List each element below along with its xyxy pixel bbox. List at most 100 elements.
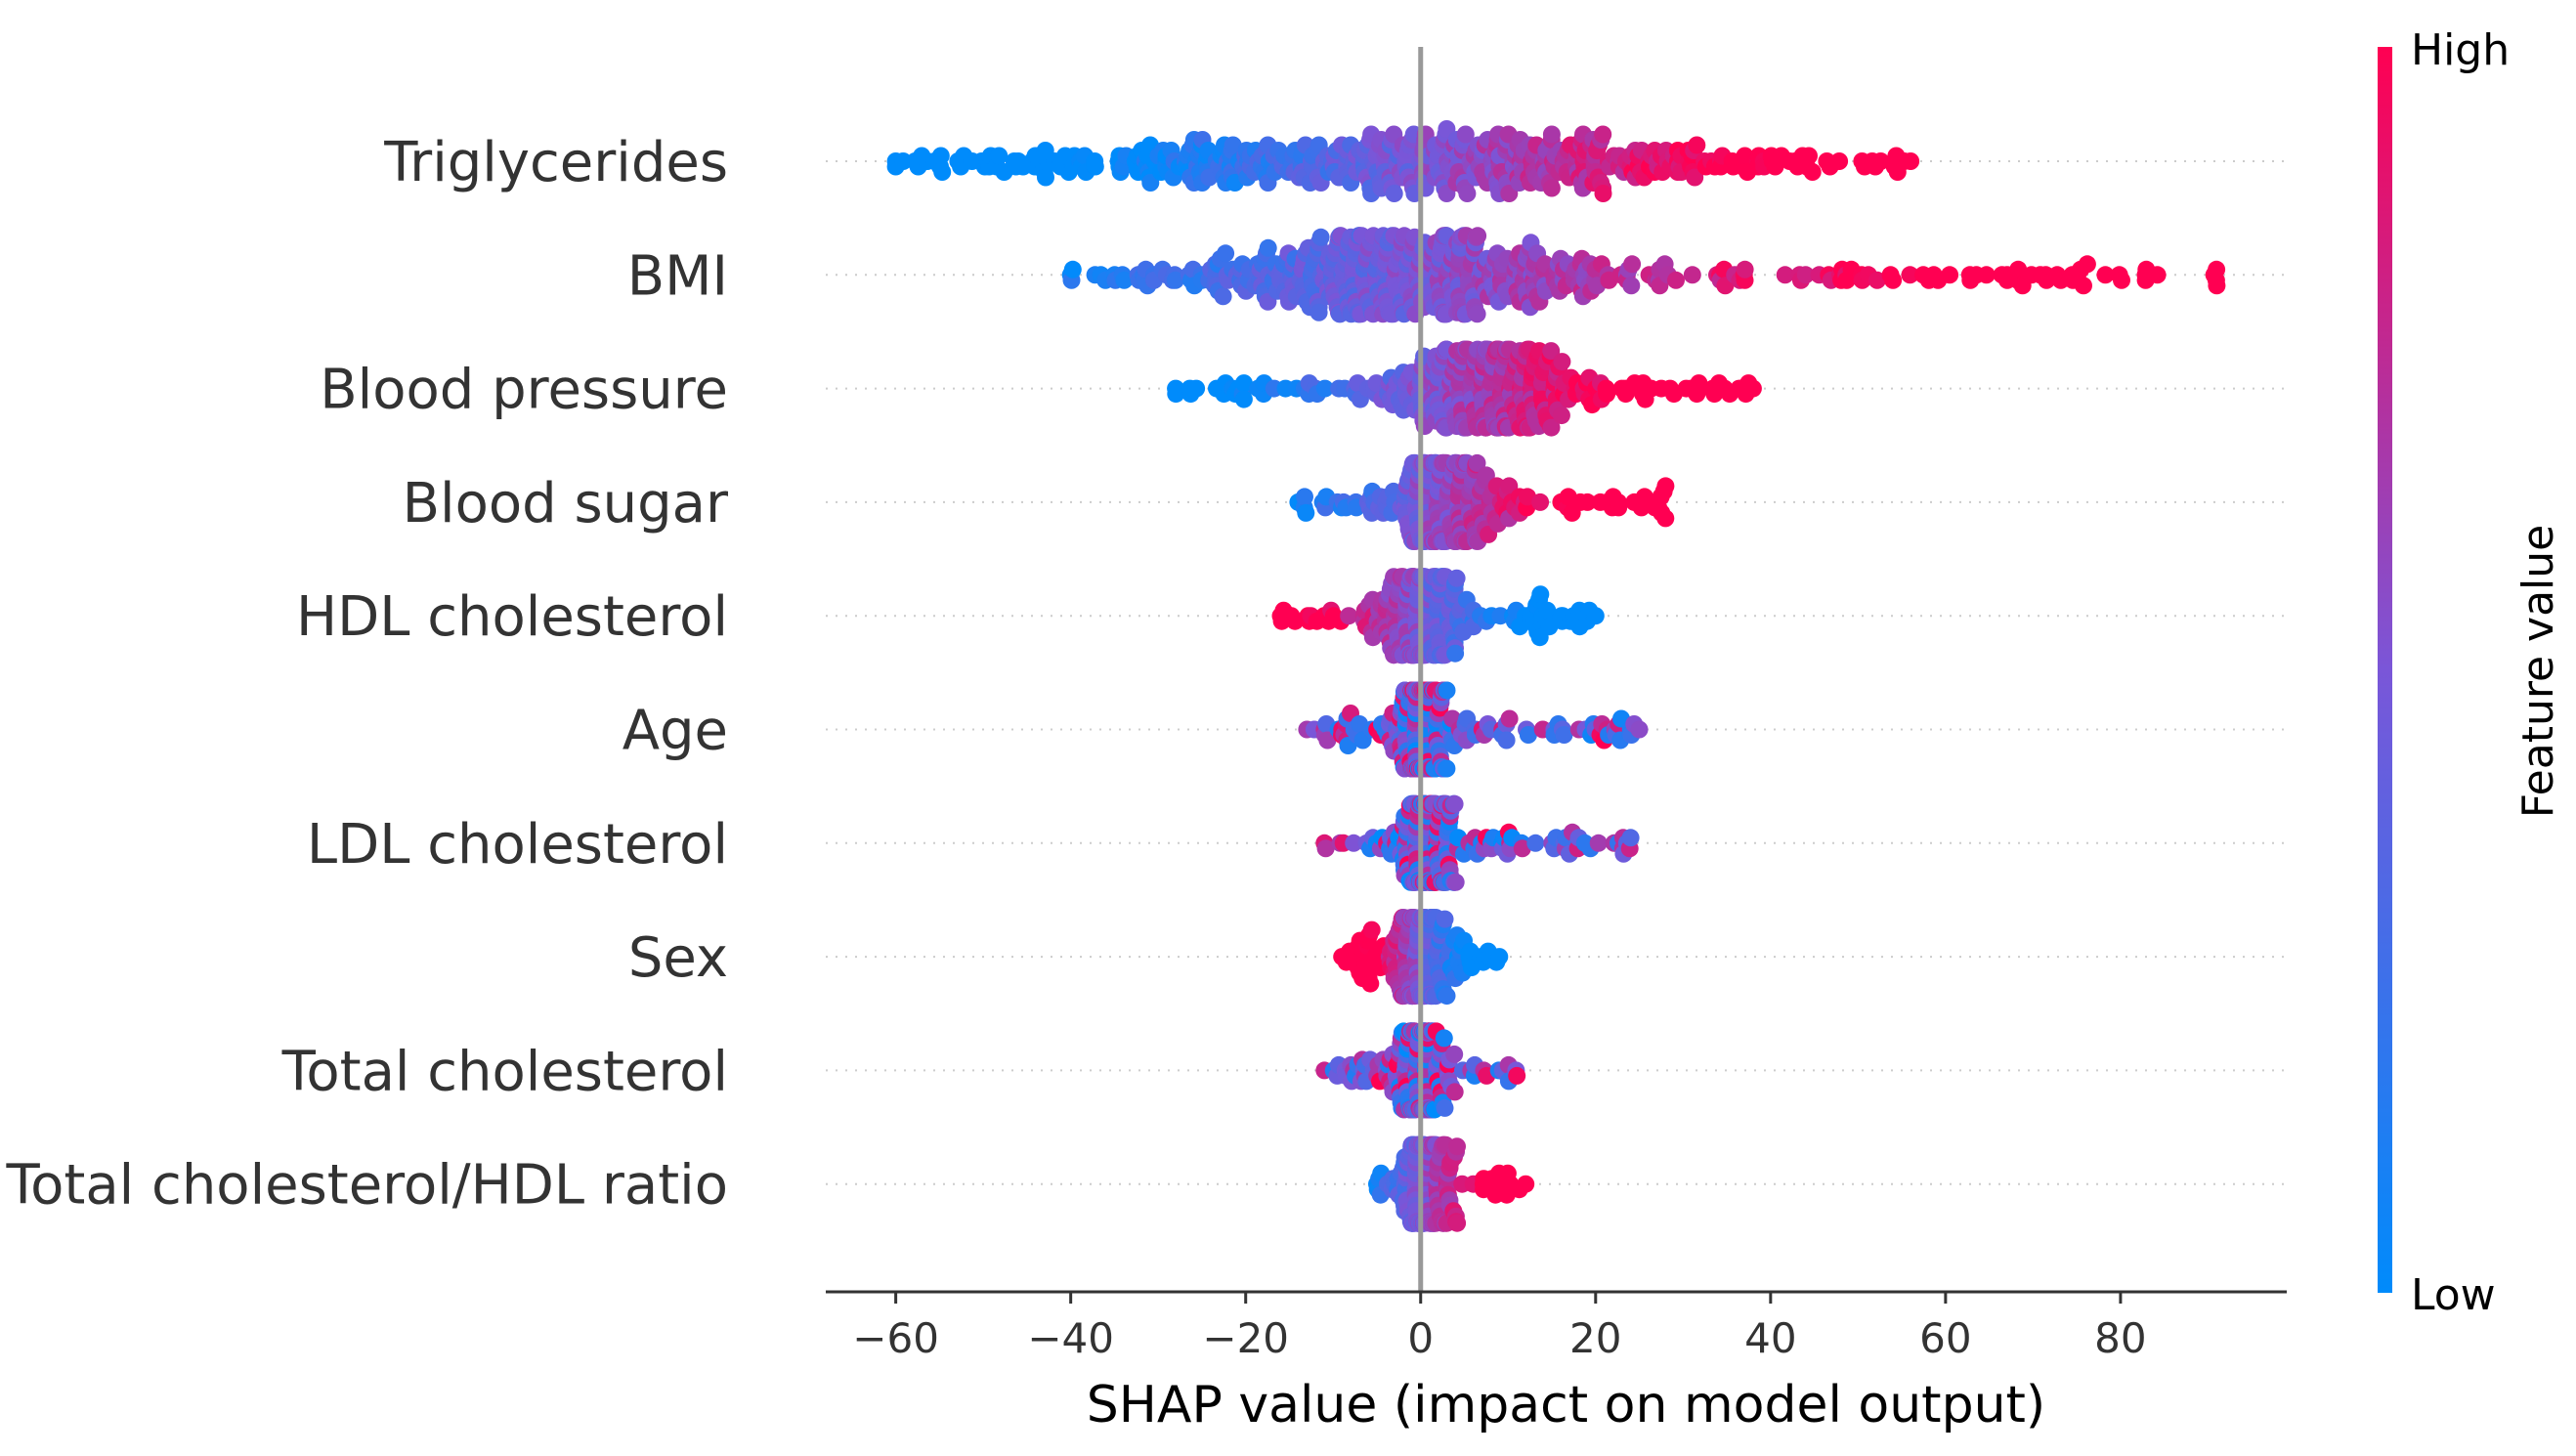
shap-point: [1542, 342, 1561, 361]
feature-label: Age: [623, 700, 728, 763]
shap-point: [1458, 185, 1477, 202]
shap-point: [1315, 379, 1334, 398]
shap-point: [1259, 238, 1277, 257]
shap-point: [1667, 271, 1685, 289]
shap-point: [1542, 179, 1561, 197]
shap-point: [1445, 1083, 1464, 1101]
shap-point: [1531, 585, 1550, 604]
x-tick-label: 20: [1569, 1314, 1621, 1362]
colorbar-title: Feature value: [2513, 525, 2563, 818]
shap-point: [1309, 303, 1328, 321]
shap-point: [1688, 136, 1706, 154]
shap-point: [1531, 492, 1550, 511]
x-tick-label: −40: [1027, 1314, 1114, 1362]
shap-point: [1447, 569, 1466, 587]
shap-point: [1340, 607, 1358, 625]
x-tick-label: 0: [1407, 1314, 1434, 1362]
shap-point: [1513, 839, 1531, 858]
shap-point: [1871, 152, 1890, 170]
shap-point: [1776, 266, 1794, 284]
feature-label: Triglycerides: [383, 131, 728, 194]
shap-point: [1683, 266, 1701, 284]
shap-point: [1318, 731, 1337, 749]
row-guides: [826, 160, 2287, 1185]
shap-point: [1977, 266, 1996, 284]
shap-point: [1578, 492, 1597, 511]
shap-point: [1063, 260, 1082, 278]
shap-point: [1901, 266, 1919, 284]
x-tick-label: −20: [1202, 1314, 1289, 1362]
shap-point: [1686, 168, 1704, 187]
shap-point: [1385, 185, 1403, 202]
shap-point: [1224, 136, 1242, 154]
shap-point: [1553, 353, 1571, 371]
shap-point: [1598, 385, 1616, 404]
shap-point: [1691, 379, 1709, 398]
shap-point: [1796, 266, 1815, 284]
shap-point: [1446, 873, 1465, 891]
shap-point: [1361, 974, 1380, 993]
shap-point: [1436, 910, 1454, 928]
shap-point: [1884, 271, 1903, 289]
shap-point: [1477, 466, 1495, 485]
shap-point: [1438, 987, 1456, 1006]
shap-point: [1086, 157, 1104, 176]
shap-point: [1736, 260, 1754, 278]
shap-point: [1166, 271, 1184, 289]
colorbar: [2378, 47, 2392, 1293]
shap-point: [1491, 607, 1510, 625]
shap-point: [1445, 1045, 1464, 1063]
shap-point: [1622, 277, 1641, 295]
shap-point: [1446, 644, 1465, 663]
shap-point: [1345, 834, 1363, 852]
shap-point: [1438, 681, 1456, 700]
feature-label: LDL cholesterol: [307, 813, 728, 877]
shap-point: [1519, 726, 1537, 744]
shap-point: [933, 163, 952, 181]
shap-point: [2113, 271, 2130, 289]
shap-point: [1448, 1137, 1466, 1156]
shap-point: [1468, 453, 1486, 472]
shap-point: [2078, 255, 2096, 274]
shap-point: [1316, 839, 1335, 858]
shap-point: [1311, 228, 1330, 246]
shap-point: [1217, 244, 1235, 263]
shap-point: [2096, 266, 2115, 284]
shap-point: [2208, 260, 2226, 278]
shap-point: [1586, 607, 1605, 625]
shap-point: [1589, 834, 1608, 852]
shap-point: [1941, 266, 1959, 284]
shap-point: [1037, 168, 1054, 187]
x-tick-label: 80: [2094, 1314, 2146, 1362]
shap-point: [1656, 509, 1675, 528]
shap-point: [1445, 794, 1464, 813]
shap-point: [1830, 152, 1849, 170]
shap-point: [1435, 1029, 1453, 1048]
shap-point: [1297, 503, 1315, 522]
shap-point: [1542, 125, 1561, 144]
shap-point: [1526, 834, 1545, 852]
shap-point: [1803, 163, 1822, 181]
shap-point: [1141, 174, 1160, 192]
shap-point: [1743, 379, 1762, 398]
x-tick-label: −60: [852, 1314, 939, 1362]
feature-label: HDL cholesterol: [296, 585, 728, 649]
shap-point: [1438, 759, 1456, 778]
shap-point: [1167, 385, 1185, 404]
shap-point: [1538, 601, 1557, 620]
shap-point: [1115, 271, 1134, 289]
feature-label: Blood pressure: [320, 359, 728, 422]
shap-point: [1187, 379, 1206, 398]
shap-point: [1656, 477, 1675, 495]
shap-point: [1621, 829, 1640, 847]
shap-point: [1234, 374, 1253, 393]
shap-point: [2148, 266, 2167, 284]
shap-point: [1468, 305, 1486, 323]
shap-point: [1296, 488, 1313, 506]
colorbar-high-label: High: [2411, 25, 2510, 75]
x-axis-title: SHAP value (impact on model output): [1087, 1376, 2045, 1435]
shap-point: [990, 147, 1009, 165]
feature-label: Blood sugar: [403, 472, 729, 535]
shap-point: [1552, 407, 1570, 425]
shap-point: [1214, 287, 1232, 306]
